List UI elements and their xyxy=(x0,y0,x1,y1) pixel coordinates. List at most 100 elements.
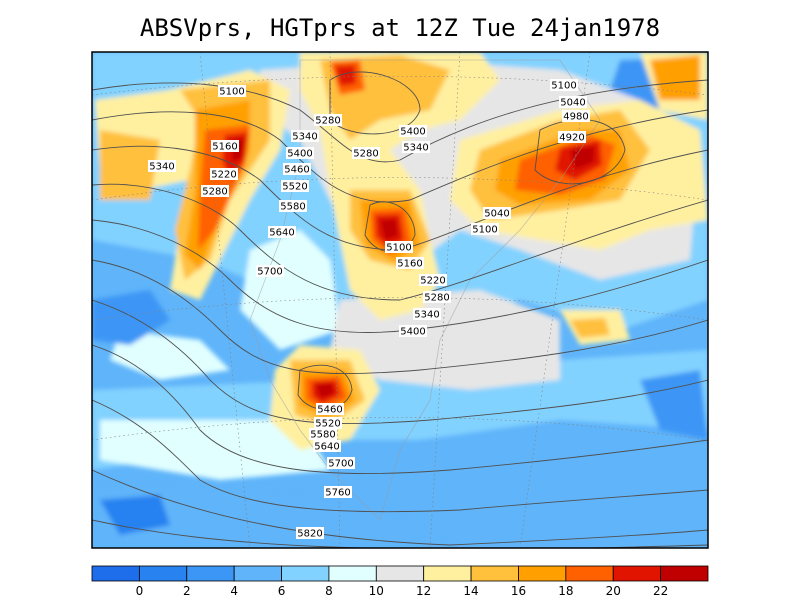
contour-label: 5460 xyxy=(317,405,342,416)
contour-label: 5520 xyxy=(282,182,307,193)
contour-label-box xyxy=(279,200,307,212)
contour-label: 5460 xyxy=(284,165,309,176)
colorbar-swatch xyxy=(328,565,377,582)
contour-label-box xyxy=(562,110,590,122)
contour-label: 5160 xyxy=(212,142,237,153)
contour-label-box xyxy=(385,241,413,253)
contour-label: 5040 xyxy=(560,98,585,109)
contour-label: 5040 xyxy=(484,209,509,220)
contour-label-box xyxy=(413,308,441,320)
contour-label-box xyxy=(483,207,511,219)
colorbar-swatch xyxy=(470,565,519,582)
height-contour-low xyxy=(329,71,421,135)
contour-label-box xyxy=(218,85,246,97)
vorticity-region-2_4 xyxy=(640,370,708,440)
contour-label-box xyxy=(314,417,342,429)
contour-label-box xyxy=(314,114,342,126)
continent-outline xyxy=(249,59,601,521)
vorticity-region-8_10 xyxy=(110,330,230,380)
contour-label: 5400 xyxy=(400,127,425,138)
vorticity-region-20_22 xyxy=(335,65,356,86)
contour-label-box xyxy=(281,180,309,192)
colorbar-tick-label: 12 xyxy=(416,584,431,598)
height-contour xyxy=(92,259,708,374)
contour-label-box xyxy=(324,486,352,498)
contour-label: 5520 xyxy=(315,419,340,430)
height-contour xyxy=(92,399,708,513)
contour-label-box xyxy=(402,141,430,153)
contour-label-box xyxy=(423,291,451,303)
contour-label: 5700 xyxy=(328,459,353,470)
contour-label: 5160 xyxy=(397,259,422,270)
colorbar-tick-label: 14 xyxy=(463,584,478,598)
graticule-line xyxy=(199,52,251,548)
contour-label-box xyxy=(210,168,238,180)
contour-label-box xyxy=(268,226,296,238)
colorbar-swatch xyxy=(375,565,425,582)
height-contour xyxy=(92,145,708,251)
height-contour xyxy=(92,469,708,546)
contour-label-box xyxy=(327,457,355,469)
height-contour-low xyxy=(297,364,353,410)
colorbar-tick-label: 8 xyxy=(325,584,333,598)
contour-label: 5580 xyxy=(280,202,305,213)
contour-label-box xyxy=(296,527,324,539)
contour-label: 5400 xyxy=(287,149,312,160)
contour-label: 5280 xyxy=(315,116,340,127)
contour-label-box xyxy=(286,147,314,159)
contour-label: 5820 xyxy=(297,529,322,540)
contour-label: 5100 xyxy=(472,225,497,236)
colorbar-swatch xyxy=(281,565,330,582)
contour-label: 5640 xyxy=(314,442,339,453)
contour-label-box xyxy=(201,185,229,197)
colorbar-tick-label: 6 xyxy=(278,584,286,598)
contour-label: 5340 xyxy=(292,132,317,143)
colorbar-tick-label: 4 xyxy=(230,584,238,598)
contour-label-box xyxy=(558,131,586,143)
vorticity-region-gt22 xyxy=(570,146,595,170)
height-contour xyxy=(92,109,708,203)
contour-label: 5640 xyxy=(269,228,294,239)
contour-label-box xyxy=(148,160,176,172)
height-contour xyxy=(92,183,708,301)
contour-label-box xyxy=(396,257,424,269)
contour-label: 5580 xyxy=(310,430,335,441)
colorbar-tick-label: 20 xyxy=(606,584,621,598)
height-contour xyxy=(92,519,708,548)
contour-label: 5340 xyxy=(149,162,174,173)
contour-label: 5280 xyxy=(202,187,227,198)
colorbar-tick-label: 16 xyxy=(511,584,526,598)
colorbar-swatch xyxy=(91,565,140,582)
contour-label-box xyxy=(309,428,337,440)
contour-label-box xyxy=(291,130,319,142)
contour-label-box xyxy=(256,265,284,277)
colorbar: 0 2 4 6 8 10 12 14 16 18 20 22 xyxy=(91,565,709,598)
vorticity-region-16_18 xyxy=(650,55,700,100)
contour-label: 4920 xyxy=(559,133,584,144)
vorticity-region-14_16 xyxy=(570,318,610,338)
colorbar-swatch xyxy=(660,565,709,582)
contour-label: 5700 xyxy=(257,267,282,278)
colorbar-swatch xyxy=(612,565,662,582)
colorbar-tick-label: 10 xyxy=(369,584,384,598)
contour-label: 5400 xyxy=(400,327,425,338)
contour-label: 5760 xyxy=(325,488,350,499)
colorbar-swatch xyxy=(518,565,567,582)
contour-label: 5340 xyxy=(403,143,428,154)
graticule-line xyxy=(329,52,341,548)
colorbar-swatch xyxy=(138,565,188,582)
colorbar-tick-label: 22 xyxy=(653,584,668,598)
colorbar-tick-label: 2 xyxy=(183,584,191,598)
contour-label-box xyxy=(550,79,578,91)
contour-label: 5280 xyxy=(424,293,449,304)
contour-label: 5100 xyxy=(219,87,244,98)
map-title: ABSVprs, HGTprs at 12Z Tue 24jan1978 xyxy=(139,14,661,42)
contour-label: 5220 xyxy=(211,170,236,181)
contour-label: 5100 xyxy=(551,81,576,92)
contour-label: 5340 xyxy=(414,310,439,321)
contour-label-box xyxy=(313,440,341,452)
contour-label-box xyxy=(419,274,447,286)
contour-label-box xyxy=(559,96,587,108)
contour-label-box xyxy=(316,403,344,415)
